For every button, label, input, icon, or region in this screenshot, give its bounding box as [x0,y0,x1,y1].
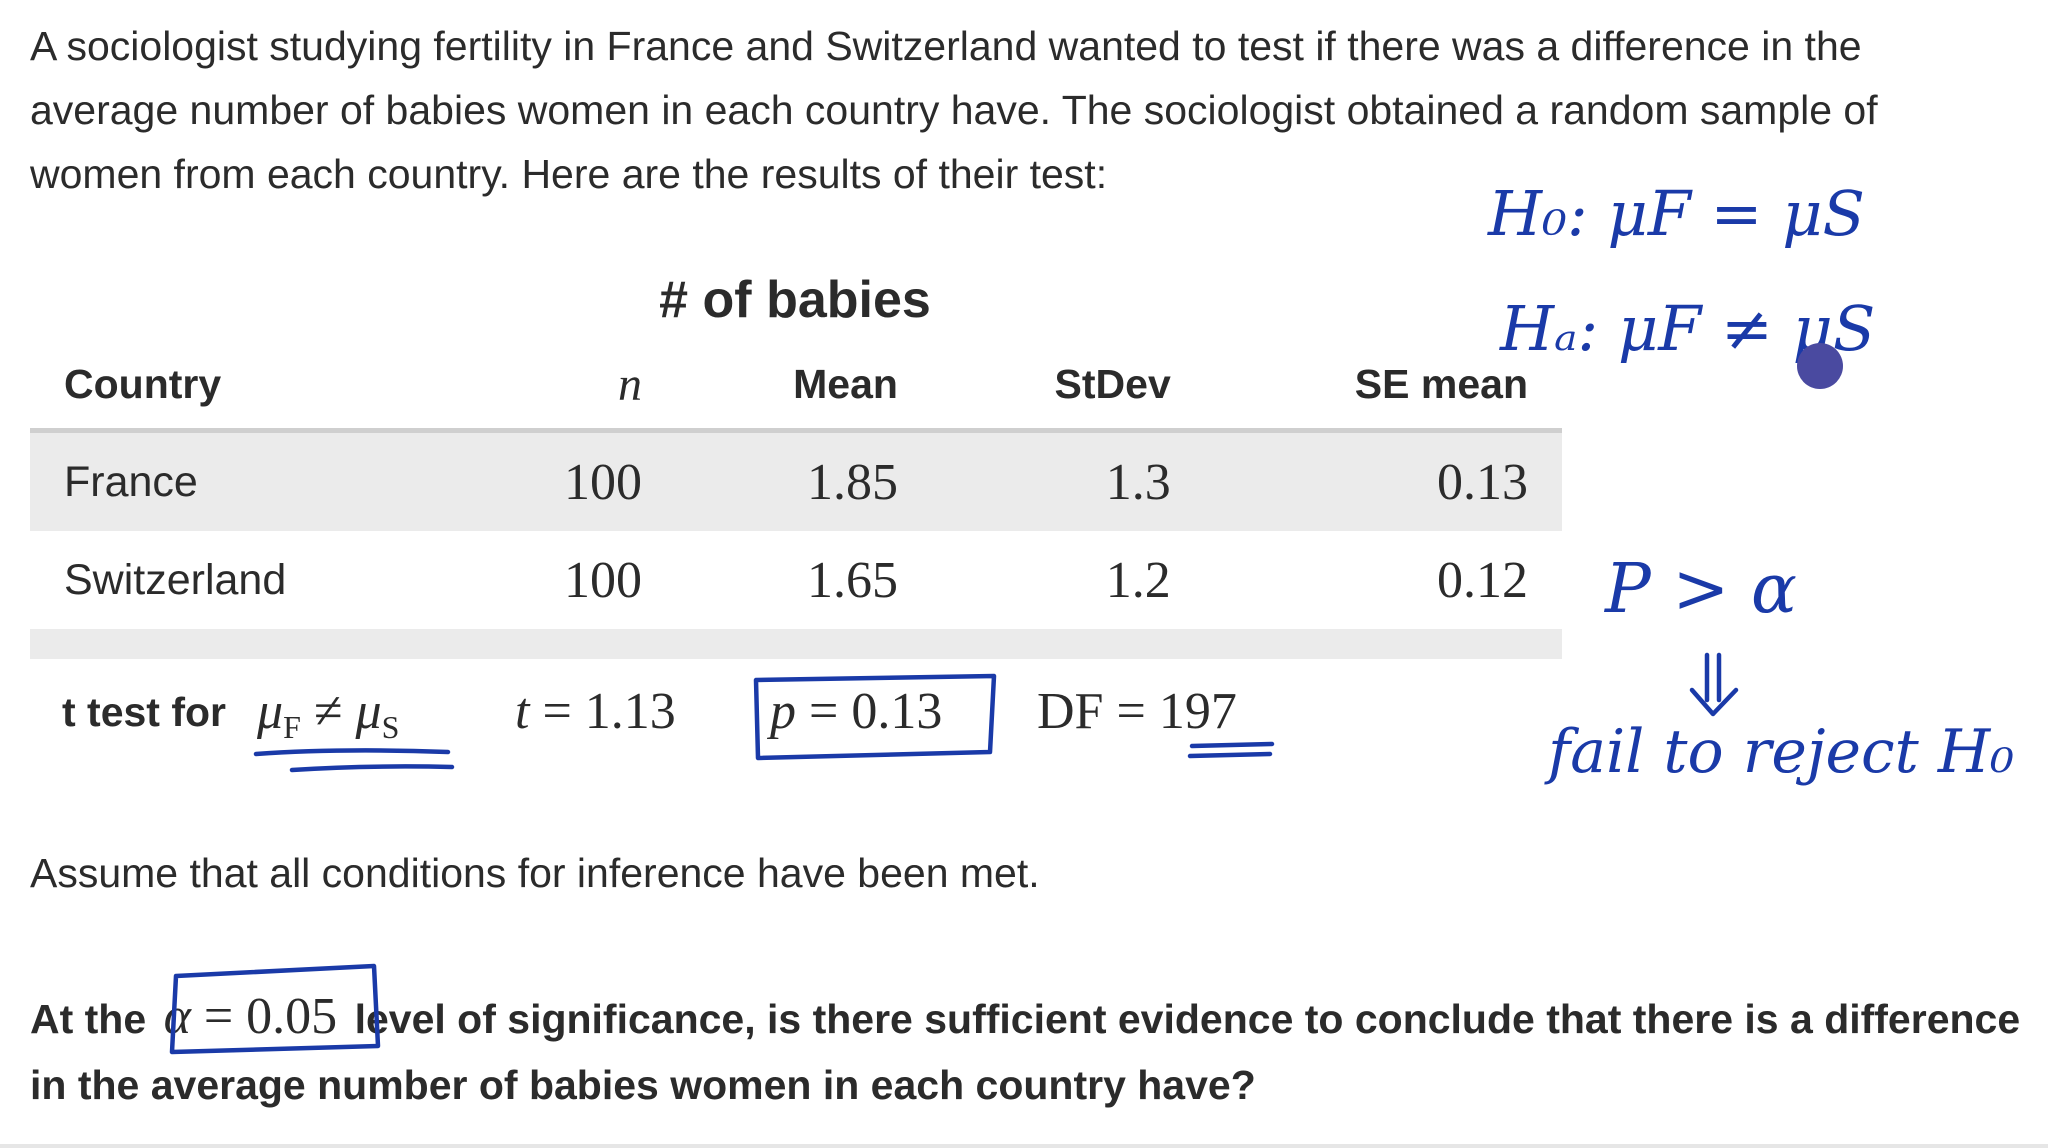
degrees-of-freedom: DF = 197 [1037,672,1237,752]
cell-mean: 1.85 [676,430,932,531]
cell-country: France [30,430,460,531]
cell-n: 100 [459,430,677,531]
not-equal-symbol: ≠ [313,683,343,740]
t-value: = 1.13 [542,683,676,740]
cell-se-mean: 0.13 [1204,430,1562,531]
subscript-s: S [381,709,400,745]
test-hypothesis: μF ≠ μS [257,672,399,767]
header-stdev: StDev [931,340,1205,433]
problem-statement: A sociologist studying fertility in Fran… [30,23,1878,197]
alpha-expression: α = 0.05 [158,988,344,1045]
df-value: 197 [1158,683,1237,740]
question-suffix: level of significance, is there sufficie… [30,996,2021,1108]
p-value-statistic: p = 0.13 [770,672,942,752]
conclusion-text: fail to reject H₀ [1544,717,2014,787]
t-statistic: t = 1.13 [515,672,676,752]
conditions-note: Assume that all conditions for inference… [30,850,1040,896]
comparison-annotation: P > α [1603,550,1797,629]
implies-arrow-icon [1689,652,1739,717]
table-footer-band [30,629,1562,659]
question-text: At the α = 0.05 level of significance, i… [30,984,2030,1118]
mu-symbol: μ [257,683,284,740]
header-mean: Mean [676,340,932,433]
bottom-divider [0,1144,2048,1148]
test-result-row: t test for μF ≠ μS t = 1.13 p = 0.13 DF … [62,672,1542,752]
header-n: n [459,340,677,433]
subscript-f: F [283,709,301,745]
cell-se-mean: 0.12 [1437,551,1528,609]
table-row-france: France 100 1.85 1.3 0.13 [30,430,1562,531]
df-label: DF = [1037,683,1146,740]
question-prefix: At the [30,996,147,1042]
t-variable: t [515,683,530,740]
header-country: Country [30,340,460,433]
cell-stdev: 1.2 [1105,551,1171,609]
table-row-switzerland: Switzerland 100 1.65 1.2 0.12 [30,531,1562,629]
cell-stdev: 1.3 [931,430,1205,531]
p-variable: p [770,683,796,740]
cell-mean: 1.65 [806,551,898,609]
mu-symbol: μ [355,683,382,740]
table-caption: # of babies [659,271,931,329]
table-header-row: Country n Mean StDev SE mean [30,340,1562,433]
comparison-text: P > α [1603,550,1797,629]
p-value: = 0.13 [809,683,943,740]
alpha-symbol: α [163,988,191,1045]
cell-country: Switzerland [64,555,287,604]
alpha-value: = 0.05 [203,988,338,1045]
header-se-mean: SE mean [1204,340,1562,433]
cell-n: 100 [564,551,643,609]
test-label: t test for [62,689,226,735]
conclusion-annotation: fail to reject H₀ [1544,717,2014,787]
results-table: Country n Mean StDev SE mean France 100 … [30,340,1562,659]
pen-cursor-icon [1797,343,1843,389]
